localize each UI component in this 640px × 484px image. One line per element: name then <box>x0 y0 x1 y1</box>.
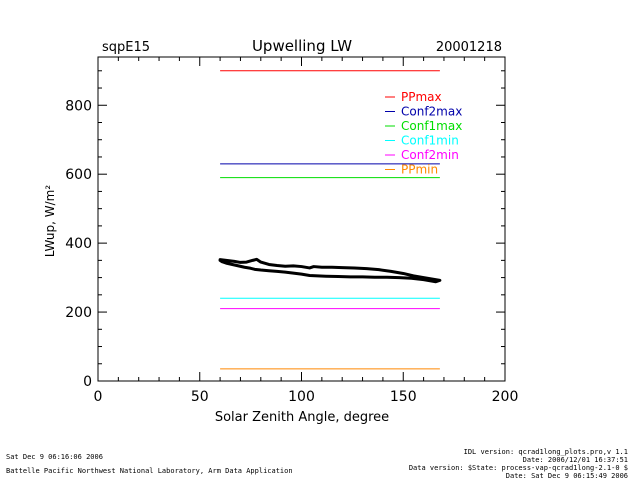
x-tick-label: 200 <box>492 389 519 405</box>
x-tick-label: 100 <box>288 389 315 405</box>
site-label: sqpE15 <box>102 40 150 55</box>
x-axis: 0 50 100 150 200 <box>94 57 519 405</box>
y-axis: 0 200 400 600 800 <box>65 70 505 390</box>
legend-label-conf2max: Conf2max <box>401 105 462 119</box>
x-tick-label: 0 <box>94 389 103 405</box>
legend-label-ppmax: PPmax <box>401 90 442 104</box>
date-label: 20001218 <box>436 40 502 55</box>
footer-idl-date: Date: 2006/12/01 16:37:51 <box>522 456 628 464</box>
legend-label-conf2min: Conf2min <box>401 148 459 162</box>
x-tick-label: 50 <box>191 389 209 405</box>
x-tick-label: 150 <box>390 389 417 405</box>
legend-label-conf1min: Conf1min <box>401 134 459 148</box>
observed-lwup-trace <box>218 257 442 284</box>
y-tick-label: 400 <box>65 236 92 252</box>
legend: PPmaxConf2maxConf1maxConf1minConf2minPPm… <box>385 90 462 177</box>
footer-idl-version: IDL version: qcrad1long_plots.pro,v 1.1 <box>463 448 628 456</box>
footer-timestamp: Sat Dec 9 06:16:06 2006 <box>6 453 103 461</box>
series-layer <box>218 70 442 370</box>
y-tick-label: 0 <box>83 374 92 390</box>
y-tick-label: 200 <box>65 305 92 321</box>
y-tick-label: 600 <box>65 167 92 183</box>
x-axis-label: Solar Zenith Angle, degree <box>215 410 389 425</box>
legend-label-conf1max: Conf1max <box>401 119 462 133</box>
footer-data-date: Date: Sat Dec 9 06:15:49 2006 <box>505 472 628 480</box>
y-tick-label: 800 <box>65 98 92 114</box>
footer-credit: Battelle Pacific Northwest National Labo… <box>6 467 293 475</box>
footer-data-version: Data version: $State: process-vap-qcrad1… <box>408 464 628 472</box>
chart-title: Upwelling LW <box>252 37 352 55</box>
y-axis-label: LWup, W/m² <box>43 185 57 257</box>
legend-label-ppmin: PPmin <box>401 163 438 177</box>
